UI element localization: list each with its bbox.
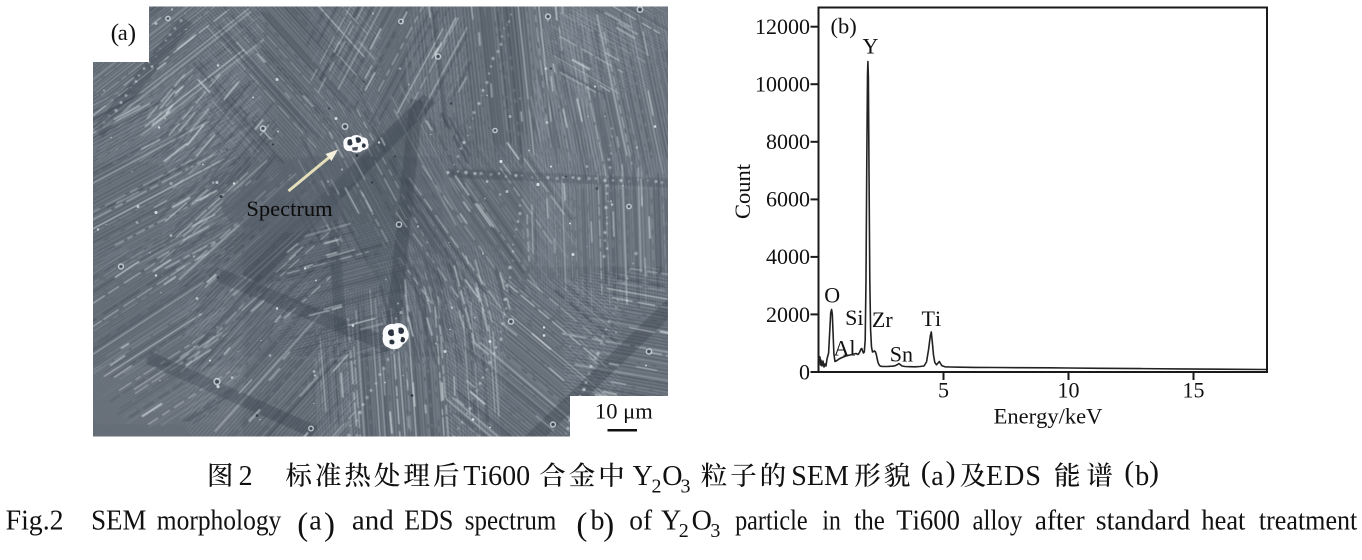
svg-text:): ) — [1149, 456, 1159, 489]
svg-text:SEM: SEM — [791, 461, 849, 492]
svg-text:a: a — [118, 20, 128, 45]
svg-text:the: the — [854, 505, 885, 536]
svg-text:and: and — [352, 505, 394, 536]
svg-text:O: O — [824, 282, 840, 307]
svg-text:Energy/keV: Energy/keV — [994, 404, 1103, 429]
svg-text:Fig.2: Fig.2 — [6, 505, 64, 536]
svg-text:b: b — [1135, 461, 1149, 492]
svg-text:5: 5 — [938, 378, 949, 403]
svg-text:): ) — [128, 18, 137, 47]
svg-text:(: ( — [921, 456, 931, 489]
svg-text:(b): (b) — [831, 14, 857, 39]
svg-text:heat: heat — [1201, 505, 1245, 536]
svg-text:Count: Count — [730, 163, 755, 219]
svg-text:Y: Y — [633, 461, 653, 492]
svg-text:Al: Al — [834, 335, 856, 360]
svg-text:in: in — [822, 505, 840, 536]
svg-text:treatment: treatment — [1259, 505, 1358, 536]
svg-text:standard: standard — [1096, 505, 1190, 536]
svg-text:8000: 8000 — [766, 129, 810, 154]
svg-text:(: ( — [297, 507, 308, 543]
svg-text:2: 2 — [652, 475, 662, 497]
svg-text:alloy: alloy — [973, 505, 1023, 536]
svg-text:EDS: EDS — [986, 461, 1042, 492]
svg-text:Y: Y — [863, 34, 879, 59]
svg-text:O: O — [662, 461, 682, 492]
svg-text:Ti600: Ti600 — [463, 461, 530, 492]
svg-text:EDS: EDS — [404, 505, 453, 536]
svg-text:Sn: Sn — [890, 341, 913, 366]
svg-text:12000: 12000 — [755, 14, 810, 39]
svg-text:2: 2 — [679, 520, 689, 542]
svg-text:Spectrum: Spectrum — [246, 196, 333, 221]
svg-text:a: a — [309, 505, 322, 536]
svg-text:morphology: morphology — [157, 505, 281, 536]
svg-text:Y: Y — [661, 505, 681, 536]
svg-text:3: 3 — [710, 520, 720, 542]
svg-text:(: ( — [576, 507, 587, 543]
svg-text:a: a — [931, 461, 944, 492]
svg-text:(: ( — [1124, 456, 1134, 489]
svg-text:O: O — [692, 505, 712, 536]
svg-text:after: after — [1035, 505, 1085, 536]
svg-text:of: of — [629, 505, 652, 536]
svg-text:particle: particle — [735, 505, 808, 536]
svg-text:Ti600: Ti600 — [896, 505, 960, 536]
svg-text:0: 0 — [799, 359, 810, 384]
svg-text:4000: 4000 — [766, 244, 810, 269]
svg-text:3: 3 — [681, 475, 691, 497]
svg-text:spectrum: spectrum — [465, 505, 557, 536]
svg-text:10: 10 — [1058, 378, 1080, 403]
svg-text:b: b — [591, 505, 605, 536]
svg-text:SEM: SEM — [91, 505, 146, 536]
svg-text:): ) — [603, 507, 614, 543]
svg-text:): ) — [946, 456, 956, 489]
svg-text:Ti: Ti — [922, 306, 942, 331]
svg-text:10000: 10000 — [755, 72, 810, 97]
svg-text:6000: 6000 — [766, 187, 810, 212]
svg-text:10 μm: 10 μm — [595, 398, 653, 423]
svg-text:Zr: Zr — [872, 307, 893, 332]
svg-text:(: ( — [111, 18, 120, 47]
svg-text:2000: 2000 — [766, 302, 810, 327]
svg-text:): ) — [324, 507, 335, 543]
svg-text:2: 2 — [239, 461, 253, 492]
svg-text:Si: Si — [845, 305, 863, 330]
svg-text:15: 15 — [1183, 378, 1205, 403]
